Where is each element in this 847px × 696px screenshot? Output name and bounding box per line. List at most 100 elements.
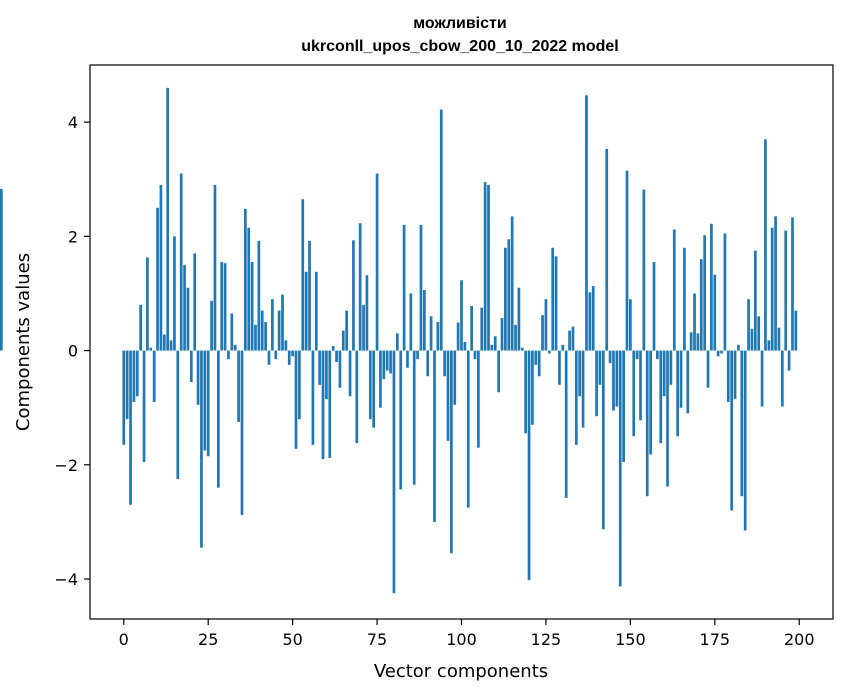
bar-45 xyxy=(274,350,278,360)
bar-107 xyxy=(483,182,487,351)
bar-151 xyxy=(632,350,636,437)
bar-85 xyxy=(409,293,413,351)
y-tick-label--4: −4 xyxy=(54,570,78,589)
bar-116 xyxy=(514,324,517,351)
x-tick-label-0: 0 xyxy=(119,630,129,649)
bar-144 xyxy=(608,350,612,364)
bar-157 xyxy=(652,262,656,351)
bar-79 xyxy=(389,350,392,374)
bar-17 xyxy=(179,173,183,351)
x-tick-label-200: 200 xyxy=(784,630,815,649)
bar-155 xyxy=(645,350,649,497)
bar-series xyxy=(0,87,798,594)
bar-36 xyxy=(244,208,247,351)
bar-76 xyxy=(379,350,382,408)
bar-147 xyxy=(618,350,622,587)
bar-30 xyxy=(223,263,227,351)
bar-190 xyxy=(764,139,767,351)
bar-37 xyxy=(247,227,251,351)
bar-33 xyxy=(233,344,237,351)
bar-54 xyxy=(304,271,308,351)
x-tick-label-50: 50 xyxy=(282,630,302,649)
bar-69 xyxy=(355,350,359,444)
bar-102 xyxy=(466,350,470,508)
bar-175 xyxy=(713,274,717,351)
bar-16 xyxy=(176,350,180,480)
bar-192 xyxy=(770,227,774,351)
bar-194 xyxy=(777,327,781,351)
bar-58 xyxy=(318,350,321,385)
bar-81 xyxy=(395,333,399,351)
bar-189 xyxy=(760,350,764,407)
bar-90 xyxy=(426,350,430,377)
bar-167 xyxy=(686,350,690,414)
bar-137 xyxy=(585,95,588,351)
bar-67 xyxy=(348,350,352,397)
x-tick-label-25: 25 xyxy=(198,630,218,649)
bar-112 xyxy=(500,318,504,351)
bar-169 xyxy=(693,293,696,351)
bar-66 xyxy=(345,310,349,351)
bar-119 xyxy=(524,350,528,434)
bar-50 xyxy=(291,350,294,357)
bar-100 xyxy=(460,280,463,351)
bar-10 xyxy=(156,207,159,351)
bar-185 xyxy=(747,299,750,351)
bar-158 xyxy=(656,350,659,360)
bar-183 xyxy=(740,350,744,497)
bar-101 xyxy=(463,342,467,351)
bar-103 xyxy=(470,306,473,351)
bar-134 xyxy=(574,350,578,445)
bar-61 xyxy=(328,350,332,458)
bar-170 xyxy=(696,333,700,351)
bar-104 xyxy=(473,350,477,360)
bar-181 xyxy=(733,350,737,400)
bar-109 xyxy=(490,344,494,351)
bar-57 xyxy=(314,271,318,351)
bar-39 xyxy=(254,324,257,351)
bar-12 xyxy=(162,334,166,351)
bar-73 xyxy=(368,350,372,420)
bar-152 xyxy=(635,350,639,360)
bar-182 xyxy=(737,344,740,351)
bar-65 xyxy=(341,330,345,351)
y-axis-label: Components values xyxy=(13,253,34,431)
bar-115 xyxy=(510,216,514,351)
y-tick-label-0: 0 xyxy=(68,342,78,361)
bar-82 xyxy=(399,350,403,490)
bar-113 xyxy=(504,247,507,351)
x-tick-label-125: 125 xyxy=(531,630,562,649)
bar-35 xyxy=(240,350,244,516)
bar-53 xyxy=(301,199,305,351)
bar-136 xyxy=(581,350,585,428)
bar-135 xyxy=(578,350,582,397)
bar-172 xyxy=(703,235,707,351)
bar-131 xyxy=(564,350,568,498)
bar-24 xyxy=(203,350,207,451)
bar-174 xyxy=(710,223,713,351)
bar-71 xyxy=(362,304,365,351)
bar-64 xyxy=(338,350,342,388)
x-tick-label-75: 75 xyxy=(367,630,387,649)
bar-117 xyxy=(517,287,521,351)
bar-68 xyxy=(352,240,355,351)
bar-145 xyxy=(612,350,615,411)
bar-132 xyxy=(568,330,571,351)
bar-122 xyxy=(534,350,538,365)
bar-186 xyxy=(750,328,754,351)
bar-108 xyxy=(487,184,490,351)
chart-title-line1: можливісти xyxy=(413,15,506,32)
bar-124 xyxy=(541,315,544,351)
bar-75 xyxy=(375,173,379,351)
bar-180 xyxy=(730,350,734,511)
bar-74 xyxy=(372,350,376,428)
bar-184 xyxy=(743,350,747,531)
bar-34 xyxy=(237,350,240,422)
bar-6 xyxy=(142,350,146,462)
bar-2 xyxy=(129,350,132,505)
bar-128 xyxy=(554,256,558,351)
bar-28 xyxy=(216,350,220,488)
bar-156 xyxy=(649,350,652,455)
bar-133 xyxy=(571,326,575,351)
bar-130 xyxy=(561,344,565,351)
